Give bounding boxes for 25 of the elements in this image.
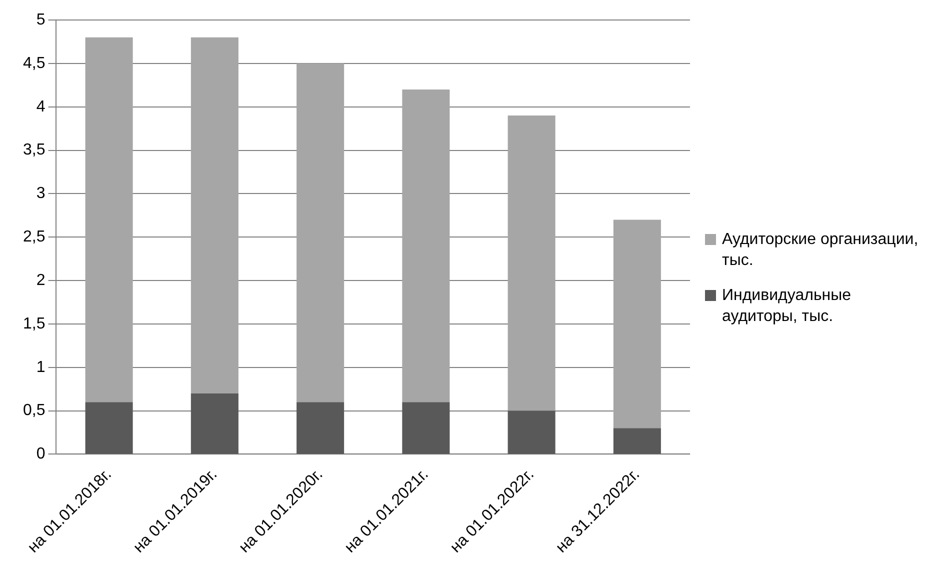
bar <box>402 402 450 454</box>
bar <box>508 410 556 454</box>
bar <box>85 402 133 454</box>
y-tick-label: 1,5 <box>22 315 46 332</box>
y-tick-label: 2 <box>36 272 46 289</box>
bar <box>85 37 133 402</box>
y-tick-label: 4,5 <box>22 54 46 72</box>
y-tick-label: 1 <box>36 358 46 376</box>
y-tick-label: 3,5 <box>22 142 46 159</box>
bar <box>190 393 238 454</box>
y-tick-label: 0 <box>36 446 46 463</box>
legend-label: Аудиторские организации, тыс. <box>722 230 920 271</box>
bar <box>296 402 344 454</box>
bar <box>190 37 238 394</box>
y-tick-label: 3 <box>36 185 46 202</box>
y-tick-label: 5 <box>36 11 46 28</box>
bar <box>296 63 344 402</box>
legend-label: Индивидуальные аудиторы, тыс. <box>722 286 852 327</box>
y-tick-label: 0,5 <box>22 402 46 420</box>
y-tick-label: 4 <box>36 98 46 116</box>
bar <box>613 220 661 428</box>
bar <box>613 428 661 454</box>
y-tick-label: 2,5 <box>22 228 46 246</box>
bar <box>402 89 450 402</box>
bar <box>508 116 556 411</box>
